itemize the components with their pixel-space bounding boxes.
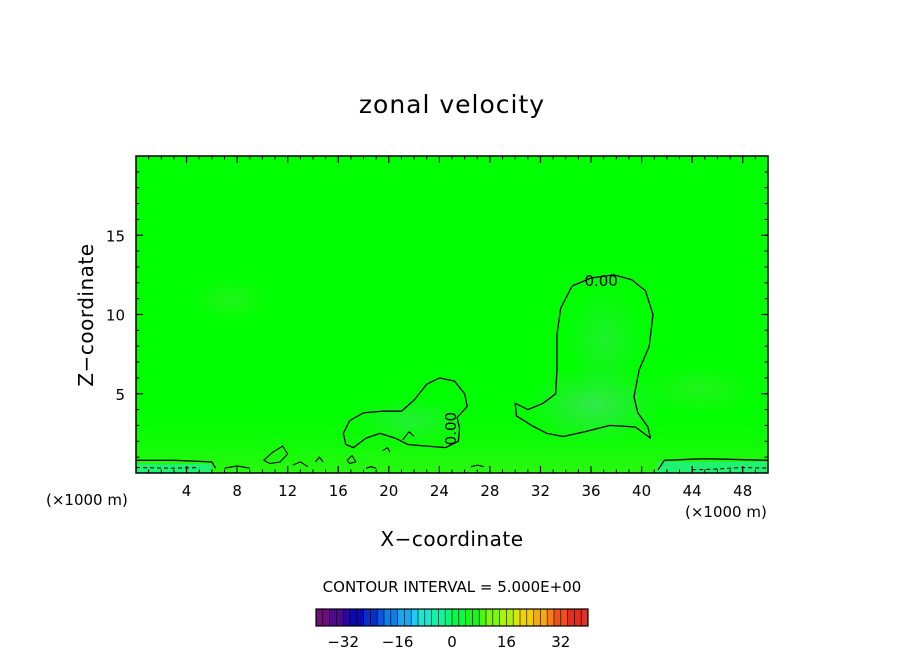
colorbar-cell [458,609,466,626]
colorbar-cell [472,609,480,626]
colorbar-cell [411,609,419,626]
negative-contour-line [136,467,200,469]
x-unit-label-right: (×1000 m) [685,503,767,521]
contour-line [365,466,377,469]
x-tick-label: 24 [430,482,449,500]
colorbar-cell [418,609,426,626]
colorbar-cell [560,609,568,626]
zero-contour-line [136,459,217,469]
x-tick-label: 28 [480,482,499,500]
colorbar-cell [513,609,521,626]
negative-contour-line [692,466,768,471]
x-tick-label: 8 [232,482,242,500]
x-axis-label: X−coordinate [380,527,523,551]
colorbar-cell [336,609,344,626]
colorbar-cell [363,609,371,626]
east-cell-shading [565,285,645,395]
colorbar-cell [520,609,528,626]
east-cell-shading [525,367,665,443]
zero-contour-line [514,274,654,439]
colorbar-cell [465,609,473,626]
colorbar-cell [384,609,392,626]
colorbar-cell [574,609,582,626]
contour-label: 0.00 [584,272,617,290]
colorbar-cell [567,609,575,626]
colorbar-cell [554,609,562,626]
y-axis-label: Z−coordinate [74,243,98,386]
contour-line [470,464,484,468]
colorbar-cell [404,609,412,626]
contour-line [224,465,250,469]
colorbar-cell [526,609,534,626]
colorbar-cell [316,609,324,626]
colorbar-cell [479,609,487,626]
colorbar-cell [322,609,330,626]
colorbar-cell [492,609,500,626]
colorbar-tick-label: 32 [551,633,570,651]
colorbar-cell [581,609,589,626]
colorbar-cell [499,609,507,626]
surface-strip-east [657,462,768,473]
colorbar-cell [329,609,337,626]
contour-line [402,431,415,441]
colorbar-cell [343,609,351,626]
colorbar-cell [356,609,364,626]
colorbar-cell [390,609,398,626]
x-unit-label-left: (×1000 m) [46,491,128,509]
colorbar-cell [452,609,460,626]
x-tick-label: 4 [182,482,192,500]
x-tick-label: 36 [581,482,600,500]
contour-label: 0.00 [442,412,460,445]
field-patch [640,365,760,415]
zero-contour-line [342,377,468,449]
y-tick-label: 5 [115,386,125,404]
colorbar-cell [424,609,432,626]
colorbar-frame [315,608,589,627]
colorbar: −32 −16 0 16 32 [315,608,589,651]
colorbar-cell [547,609,555,626]
colorbar-cell [540,609,548,626]
y-tick-label: 10 [106,307,125,325]
colorbar-cell [445,609,453,626]
colorbar-tick-label: −16 [382,633,414,651]
zero-contour-line [657,458,768,471]
x-tick-label: 44 [683,482,702,500]
colorbar-cell [377,609,385,626]
colorbar-cell [486,609,494,626]
west-cell-shading [355,398,465,442]
x-tick-label: 32 [531,482,550,500]
colorbar-cell [506,609,514,626]
colorbar-tick-label: 16 [497,633,516,651]
colorbar-cell [533,609,541,626]
contour-line [292,461,309,468]
x-tick-label: 20 [379,482,398,500]
chart-title: zonal velocity [359,90,545,119]
field-patch [190,278,270,322]
x-tick-label: 40 [632,482,651,500]
x-tick-label: 48 [733,482,752,500]
x-tick-label: 12 [278,482,297,500]
contour-line [346,455,357,465]
contour-interval-text: CONTOUR INTERVAL = 5.000E+00 [323,578,582,596]
x-tick-label: 16 [329,482,348,500]
colorbar-cell [397,609,405,626]
colorbar-cell [438,609,446,626]
y-tick-label: 15 [106,227,125,245]
colorbar-cell [350,609,358,626]
colorbar-cell [431,609,439,626]
contour-line [382,447,391,453]
colorbar-tick-label: −32 [327,633,359,651]
contour-line [315,456,324,463]
contour-line [263,445,289,465]
colorbar-tick-label: 0 [447,633,457,651]
colorbar-cell [370,609,378,626]
